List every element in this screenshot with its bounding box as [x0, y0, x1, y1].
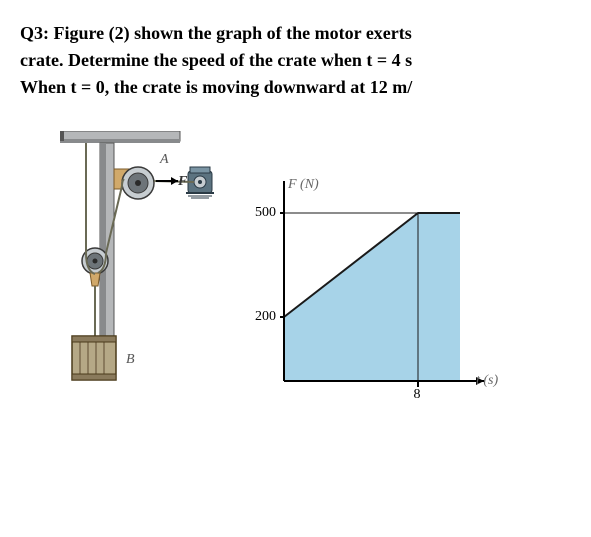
question-text: Q3: Figure (2) shown the graph of the mo… [20, 20, 571, 101]
y-tick-200: 200 [248, 309, 276, 325]
label-F: F [177, 174, 188, 189]
question-line-3: When t = 0, the crate is moving downward… [20, 77, 412, 97]
y-axis-label: F (N) [288, 177, 319, 193]
question-line-1: Q3: Figure (2) shown the graph of the mo… [20, 23, 412, 43]
force-time-chart: F (N) 500 200 t (s) 8 [250, 181, 510, 421]
question-line-2: crate. Determine the speed of the crate … [20, 50, 412, 70]
x-tick-8: 8 [410, 387, 424, 403]
label-A: A [159, 152, 169, 167]
x-axis-label: t (s) [476, 373, 498, 389]
y-tick-500: 500 [248, 205, 276, 221]
pulley-diagram: A F B [60, 131, 220, 421]
figures-container: A F B F (N) 500 200 t (s) 8 [60, 131, 571, 421]
label-B-pulley: B [126, 352, 135, 367]
